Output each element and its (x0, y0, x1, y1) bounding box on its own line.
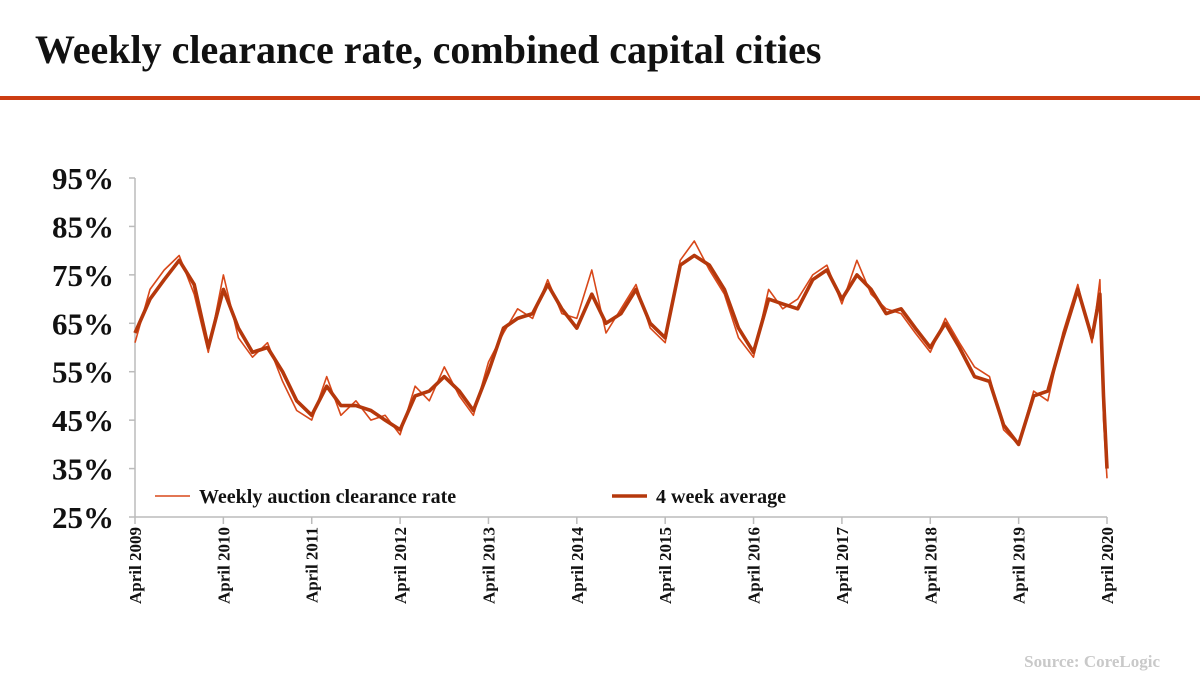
legend-label: Weekly auction clearance rate (199, 486, 456, 508)
x-tick-label: April 2011 (303, 527, 322, 603)
y-tick-label: 95% (52, 161, 114, 196)
series-line (134, 240, 1108, 479)
source: Source: CoreLogic (1024, 652, 1160, 671)
y-tick-label: 55% (52, 355, 114, 390)
title-rule (0, 96, 1200, 100)
series-line (133, 253, 1109, 469)
x-tick-label: April 2016 (745, 527, 764, 604)
y-tick-label: 35% (52, 452, 114, 487)
x-tick-label: April 2009 (126, 527, 145, 604)
x-tick-label: April 2017 (833, 527, 852, 604)
x-tick-label: April 2015 (656, 527, 675, 604)
y-tick-label: 45% (52, 403, 114, 438)
y-tick-label: 75% (52, 258, 114, 293)
x-tick-label: April 2013 (479, 527, 498, 604)
x-tick-label: April 2010 (214, 527, 233, 604)
x-tick-label: April 2014 (568, 527, 587, 604)
x-tick-label: April 2018 (921, 527, 940, 604)
y-tick-label: 25% (52, 500, 114, 535)
legend-label: 4 week average (656, 486, 786, 508)
chart-title: Weekly clearance rate, combined capital … (35, 27, 821, 72)
y-tick-label: 85% (52, 209, 114, 244)
x-tick-label: April 2019 (1010, 527, 1029, 604)
y-tick-label: 65% (52, 306, 114, 341)
x-tick-label: April 2012 (391, 527, 410, 604)
x-tick-label: April 2020 (1098, 527, 1117, 604)
